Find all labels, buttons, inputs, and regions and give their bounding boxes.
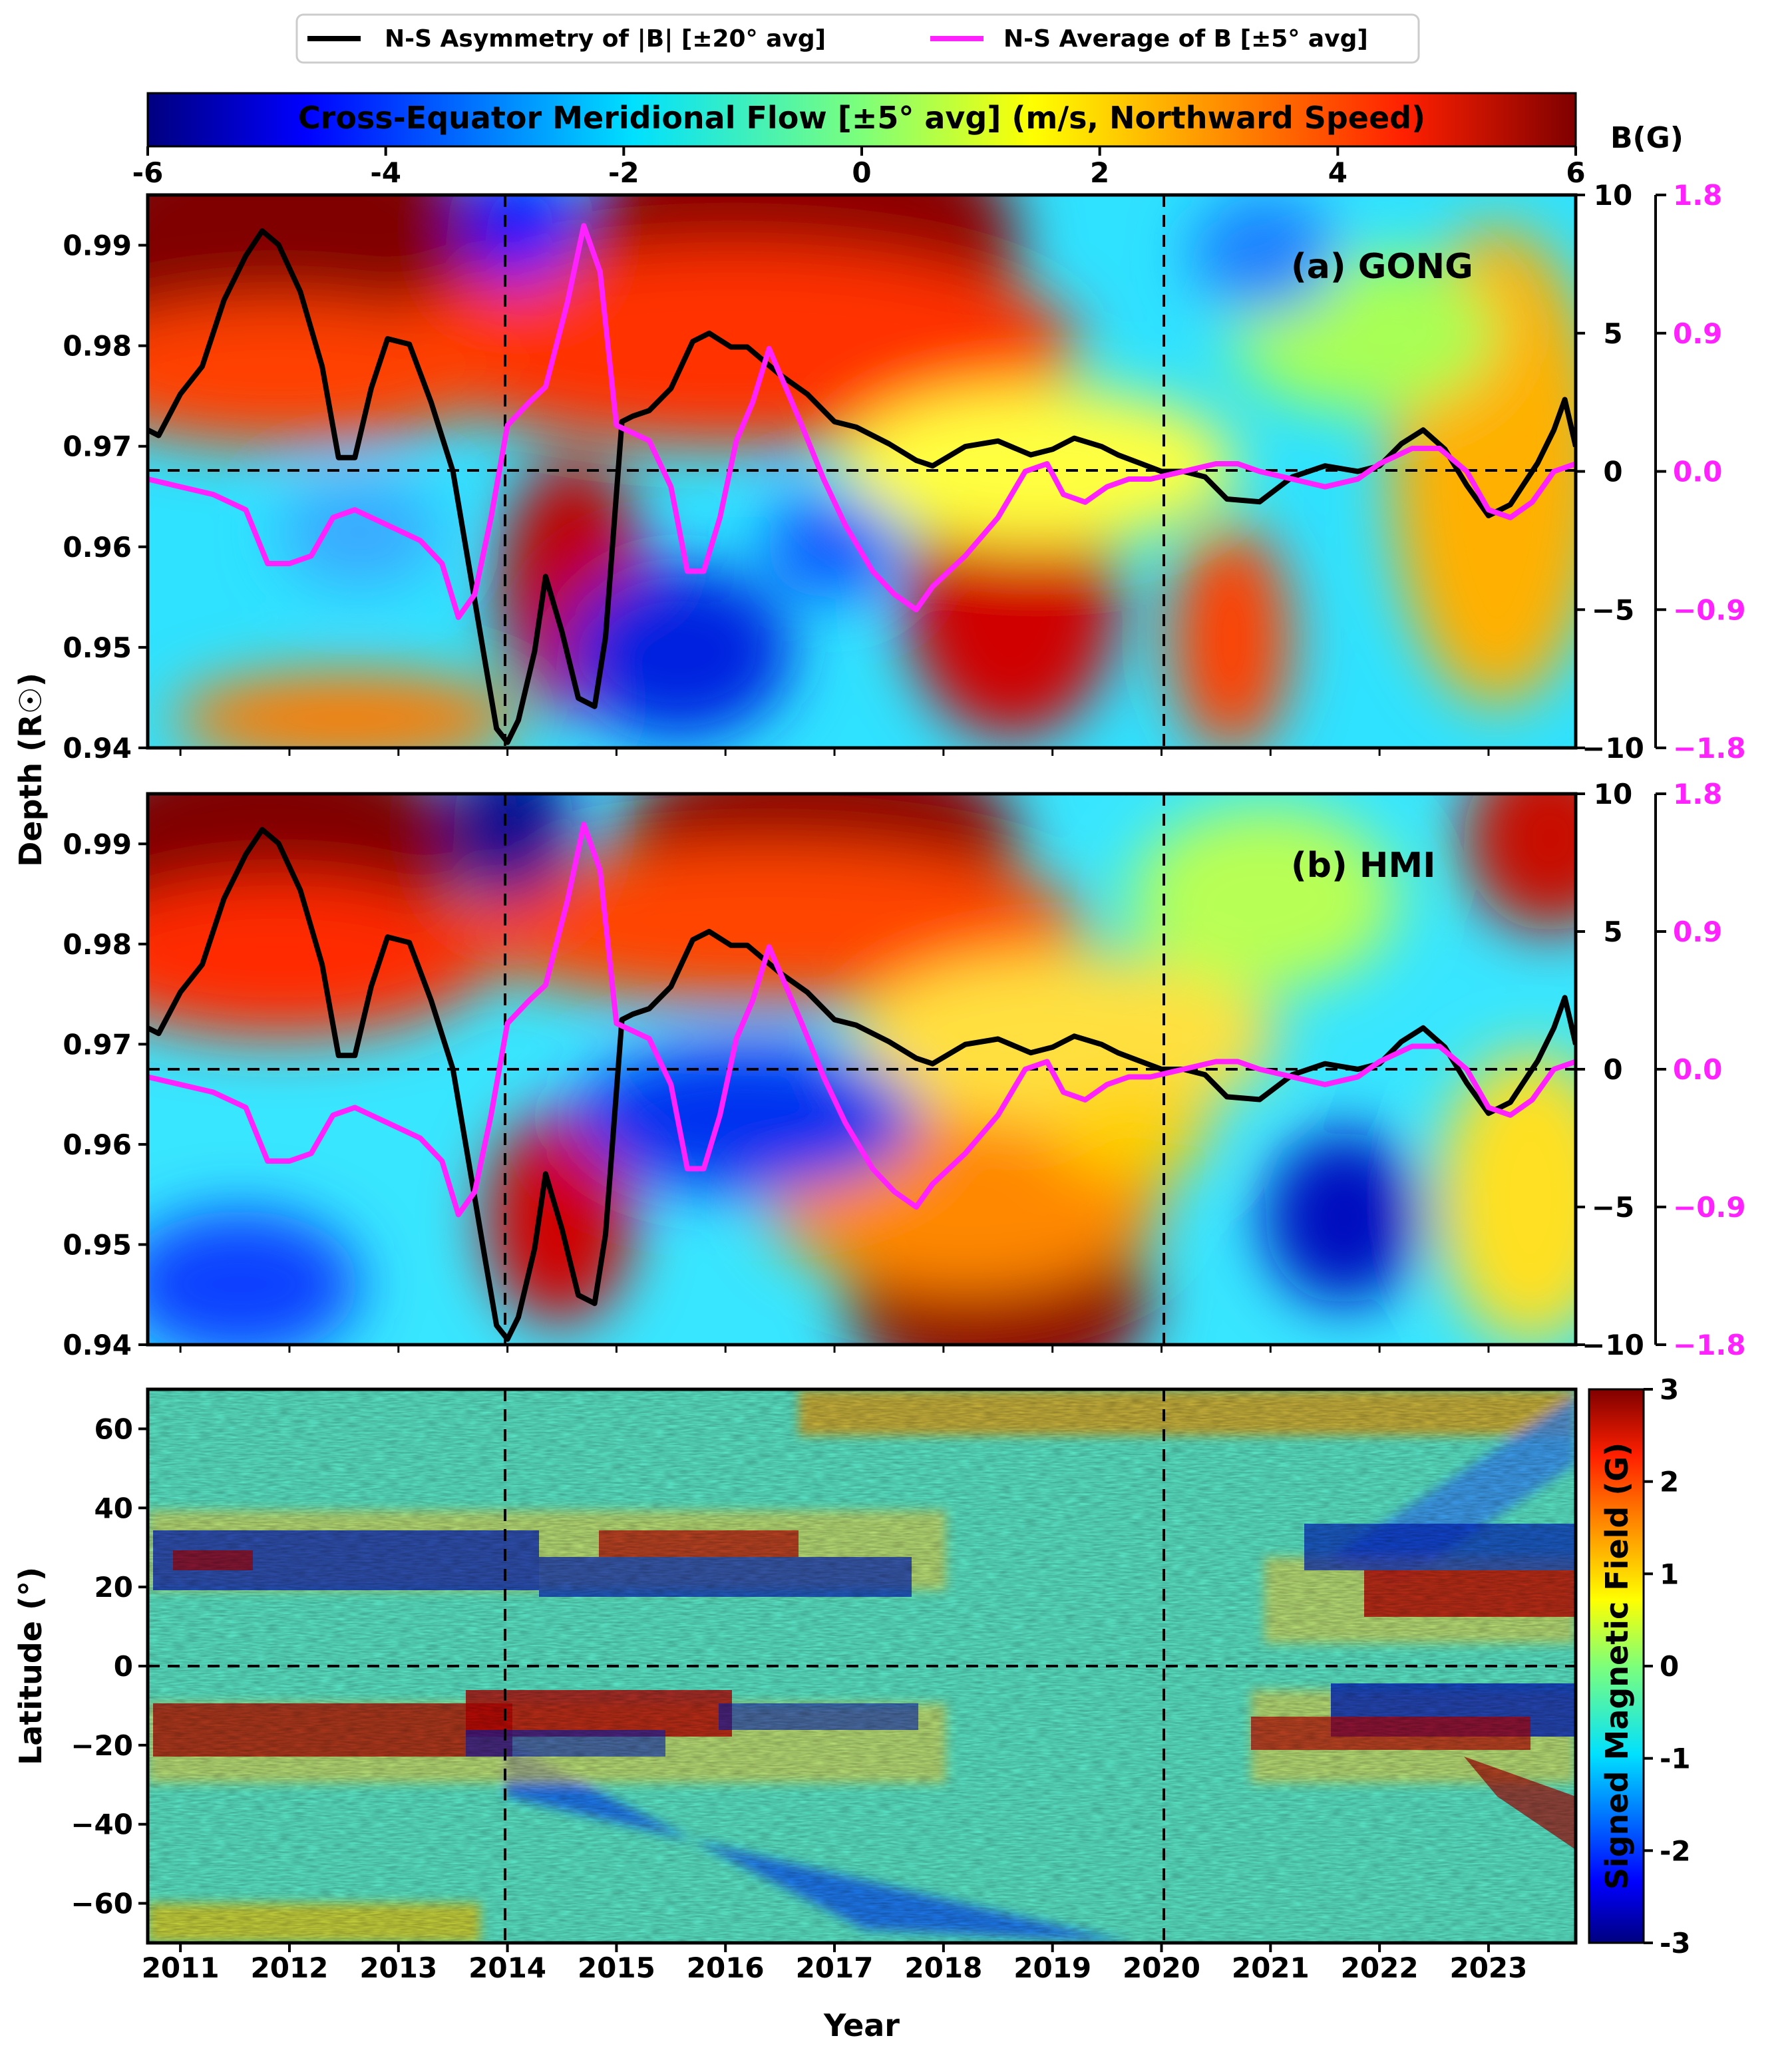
panel-b-heatmap [148, 794, 1576, 1345]
year-axis-label: Year [823, 2007, 900, 2043]
right-magenta-tick-label: 1.8 [1673, 778, 1722, 810]
depth-tick-label: 0.97 [63, 1028, 132, 1061]
right-magenta-tick-label: −1.8 [1673, 732, 1746, 765]
top-colorbar-gradient [146, 92, 1577, 148]
year-tick-label: 2011 [142, 1952, 220, 1984]
panel-b-label: (b) HMI [1291, 846, 1435, 886]
top-colorbar-tick-label: 6 [1566, 156, 1585, 189]
depth-tick-label: 0.97 [63, 430, 132, 463]
year-tick-label: 2018 [904, 1952, 982, 1984]
right-magenta-tick-label: 0.0 [1673, 1053, 1722, 1086]
top-colorbar: Cross-Equator Meridional Flow [±5° avg] … [132, 92, 1684, 189]
panel-a-label: (a) GONG [1291, 247, 1473, 287]
year-tick-label: 2013 [359, 1952, 437, 1984]
top-colorbar-ticks: -6 -4 -2 0 2 4 6 [132, 146, 1586, 189]
top-colorbar-tick-label: -6 [132, 156, 164, 189]
bottom-colorbar-tick-label: -2 [1660, 1834, 1691, 1867]
top-colorbar-tick-label: 2 [1090, 156, 1109, 189]
panel-c-heatmap [148, 1389, 1576, 1943]
depth-tick-label: 0.95 [63, 631, 132, 664]
depth-tick-label: 0.96 [63, 531, 132, 564]
right-black-tick-label: 5 [1603, 916, 1622, 948]
right-black-tick-label: −10 [1582, 732, 1644, 765]
top-colorbar-title: Cross-Equator Meridional Flow [±5° avg] … [298, 100, 1425, 136]
right-black-tick-label: 0 [1603, 1053, 1622, 1086]
panel-b-asymmetry-line [148, 826, 1576, 1342]
year-tick-label: 2020 [1123, 1952, 1200, 1984]
top-colorbar-unit-label: B(G) [1610, 121, 1684, 155]
right-black-tick-label: −10 [1582, 1329, 1644, 1361]
depth-tick-label: 0.98 [63, 928, 132, 961]
latitude-tick-label: −60 [71, 1888, 133, 1920]
bottom-colorbar-label: Signed Magnetic Field (G) [1599, 1443, 1635, 1890]
year-tick-label: 2019 [1013, 1952, 1091, 1984]
right-black-tick-label: 10 [1594, 179, 1632, 212]
legend-label-average: N-S Average of B [±5° avg] [1003, 25, 1368, 53]
right-magenta-tick-label: 0.0 [1673, 456, 1722, 488]
top-colorbar-tick-label: 4 [1328, 156, 1347, 189]
bottom-colorbar-tick-label: 0 [1660, 1650, 1679, 1683]
year-tick-label: 2016 [687, 1952, 765, 1984]
bottom-colorbar-tick-label: 1 [1660, 1558, 1679, 1590]
top-colorbar-tick-label: -2 [608, 156, 639, 189]
top-colorbar-tick-label: -4 [370, 156, 401, 189]
year-tick-label: 2012 [251, 1952, 329, 1984]
depth-tick-label: 0.98 [63, 330, 132, 363]
year-tick-label: 2014 [468, 1952, 546, 1984]
panel-a-heatmap [148, 195, 1576, 748]
depth-axis-label: Depth (R☉) [13, 673, 49, 867]
bottom-colorbar: Signed Magnetic Field (G) 3 2 1 0 -1 -2 -3 [1588, 1373, 1691, 1960]
right-magenta-tick-label: −1.8 [1673, 1329, 1746, 1361]
panel-a-average-line [148, 223, 1576, 620]
bottom-colorbar-tick-label: 3 [1660, 1373, 1679, 1406]
bottom-colorbar-tick-label: -1 [1660, 1743, 1691, 1775]
latitude-tick-label: −20 [71, 1729, 133, 1762]
latitude-tick-label: 40 [94, 1492, 133, 1524]
depth-tick-label: 0.99 [63, 230, 132, 262]
depth-tick-label: 0.94 [63, 1329, 132, 1361]
year-tick-label: 2017 [796, 1952, 874, 1984]
right-magenta-tick-label: −0.9 [1673, 594, 1746, 626]
legend: N-S Asymmetry of |B| [±20° avg] N-S Aver… [295, 13, 1420, 64]
right-magenta-tick-label: −0.9 [1673, 1191, 1746, 1224]
year-tick-label: 2022 [1341, 1952, 1419, 1984]
right-black-tick-label: −5 [1592, 1191, 1634, 1224]
year-tick-label: 2015 [578, 1952, 655, 1984]
depth-tick-label: 0.99 [63, 828, 132, 860]
right-magenta-tick-label: 0.9 [1673, 916, 1722, 948]
depth-tick-label: 0.95 [63, 1228, 132, 1261]
right-black-tick-label: 5 [1603, 317, 1622, 350]
depth-tick-label: 0.94 [63, 732, 132, 765]
right-black-tick-label: 0 [1603, 456, 1622, 488]
bottom-colorbar-ticks: 3 2 1 0 -1 -2 -3 [1644, 1373, 1691, 1960]
latitude-tick-label: 20 [94, 1571, 133, 1604]
latitude-tick-label: −40 [71, 1808, 133, 1841]
latitude-tick-label: 60 [94, 1413, 133, 1445]
latitude-tick-label: 0 [114, 1650, 133, 1683]
bottom-colorbar-tick-label: -3 [1660, 1927, 1691, 1960]
right-magenta-tick-label: 1.8 [1673, 179, 1722, 212]
panel-b-average-line [148, 822, 1576, 1218]
year-tick-label: 2021 [1232, 1952, 1310, 1984]
top-colorbar-tick-label: 0 [852, 156, 871, 189]
year-tick-label: 2023 [1449, 1952, 1527, 1984]
bottom-colorbar-tick-label: 2 [1660, 1466, 1679, 1498]
panel-a-asymmetry-line [148, 228, 1576, 745]
depth-tick-label: 0.96 [63, 1128, 132, 1161]
right-black-tick-label: 10 [1594, 778, 1632, 810]
right-black-tick-label: −5 [1592, 594, 1634, 626]
latitude-axis-label: Latitude (°) [13, 1567, 49, 1765]
legend-label-asymmetry: N-S Asymmetry of |B| [±20° avg] [385, 25, 826, 53]
right-magenta-tick-label: 0.9 [1673, 317, 1722, 350]
